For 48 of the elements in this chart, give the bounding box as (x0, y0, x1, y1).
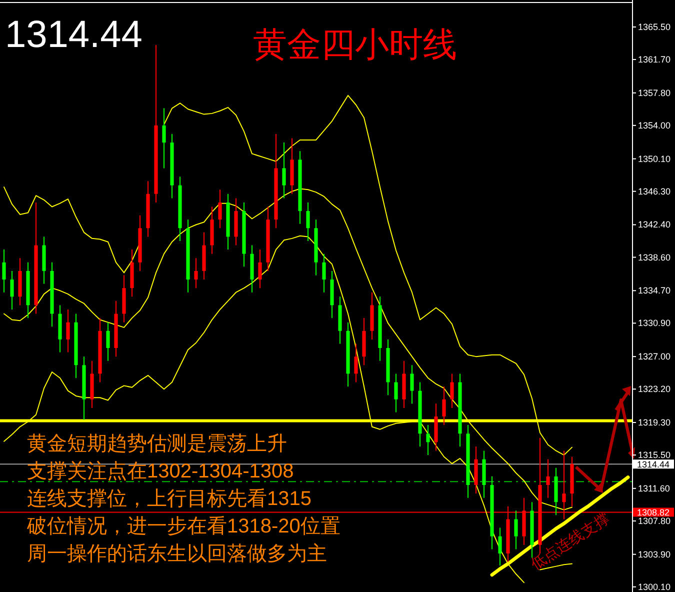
candlestick (162, 108, 166, 169)
candlestick (450, 373, 454, 408)
y-tick-label: 1315.50 (638, 450, 671, 460)
candlestick (106, 322, 110, 362)
y-tick-label: 1365.50 (638, 22, 671, 32)
y-tick-label: 1346.30 (638, 186, 671, 196)
y-tick-label: 1338.60 (638, 252, 671, 262)
candlestick (218, 189, 222, 229)
annotation: 周一操作的话东生以回落做多为主 (27, 542, 327, 565)
annotation: 支撑关注点在1302-1304-1308 (27, 460, 294, 482)
annotation: 破位情况，进一步在看1318-20位置 (26, 516, 340, 538)
annotation: 低点连线支撑 (528, 510, 613, 574)
y-tick-label: 1334.70 (638, 286, 671, 296)
candlestick (258, 249, 262, 289)
y-tick-label: 1303.90 (638, 549, 671, 560)
y-tick-label: 1323.20 (638, 384, 671, 394)
y-tick-label: 1330.90 (638, 318, 671, 328)
candlestick (394, 373, 398, 413)
ref-line-label: 1308.82 (637, 508, 670, 518)
y-tick-label: 1311.60 (638, 483, 670, 494)
candlestick (10, 270, 14, 310)
annotation: 黄金短期趋势估测是震荡上升 (27, 433, 287, 455)
candlestick (306, 202, 310, 242)
ref-line-label: 1314.44 (637, 459, 670, 470)
y-tick-label: 1342.40 (638, 220, 671, 230)
y-tick-label: 1361.70 (638, 54, 671, 65)
candlestick (546, 458, 550, 498)
candlestick (322, 253, 326, 293)
y-tick-label: 1319.30 (638, 417, 671, 428)
candlestick (442, 386, 446, 426)
annotation: 1314.44 (5, 14, 142, 56)
text: 黄金四小时线 (253, 26, 457, 64)
candlestick (194, 258, 198, 289)
y-tick-label: 1327.00 (638, 352, 671, 362)
y-tick-label: 1357.80 (638, 88, 671, 98)
y-tick-label: 1354.00 (638, 120, 671, 130)
candlestick (66, 308, 70, 353)
candlestick (514, 510, 518, 550)
candlestick (426, 424, 430, 456)
candlestick (410, 364, 414, 404)
candlestick (354, 343, 358, 383)
candlestick (282, 142, 286, 199)
annotation: 连线支撑位，上行目标先看1315 (27, 488, 312, 510)
y-tick-label: 1307.80 (638, 516, 671, 526)
y-tick-label: 1350.10 (638, 154, 671, 164)
candlestick (2, 249, 6, 293)
y-tick-label: 1300.10 (638, 582, 671, 592)
candlestick (498, 527, 502, 566)
